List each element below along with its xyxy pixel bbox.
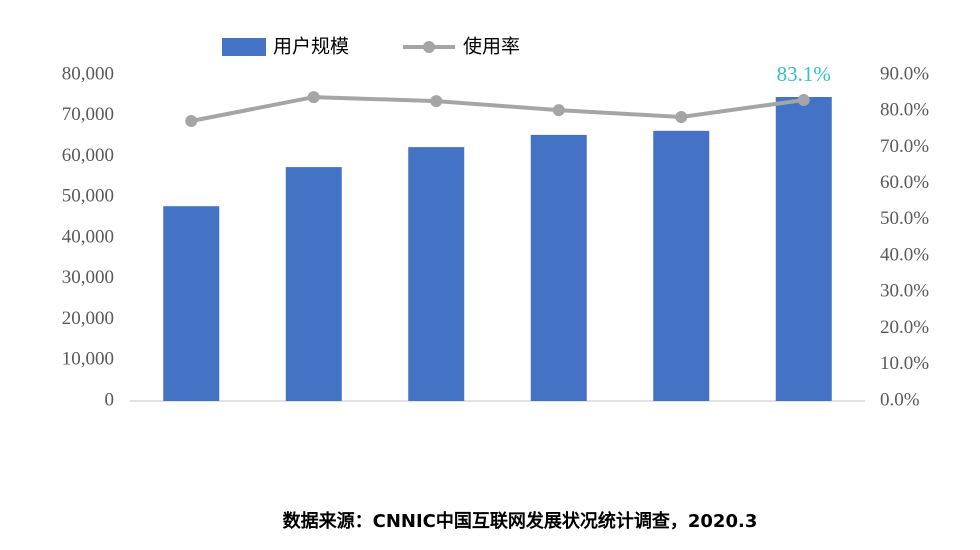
- bar: [163, 206, 220, 401]
- bar: [775, 97, 832, 401]
- y2-tick-label: 90.0%: [880, 63, 929, 84]
- bar: [285, 167, 342, 401]
- legend-label: 用户规模: [273, 36, 349, 58]
- y2-tick-label: 70.0%: [880, 136, 929, 157]
- line-marker: [552, 104, 565, 117]
- bar: [530, 134, 587, 401]
- line-marker: [430, 95, 443, 108]
- y2-tick-label: 20.0%: [880, 317, 929, 338]
- y2-tick-label: 50.0%: [880, 208, 929, 229]
- y-tick-label: 80,000: [62, 63, 114, 84]
- line-marker: [185, 115, 198, 128]
- legend-label: 使用率: [463, 36, 520, 58]
- y2-tick-label: 30.0%: [880, 281, 929, 302]
- y2-tick-label: 40.0%: [880, 244, 929, 265]
- legend-swatch: [423, 41, 435, 53]
- y-tick-label: 60,000: [62, 145, 114, 166]
- line-marker: [307, 91, 320, 104]
- y-tick-label: 70,000: [62, 104, 114, 125]
- y-tick-label: 0: [105, 389, 115, 410]
- line-marker: [797, 93, 810, 106]
- value-label: 83.1%: [777, 62, 831, 86]
- line-marker: [675, 111, 688, 124]
- bar: [408, 147, 465, 401]
- y-tick-label: 30,000: [62, 267, 114, 288]
- bar: [653, 130, 710, 401]
- y2-tick-label: 0.0%: [880, 389, 920, 410]
- y-tick-label: 10,000: [62, 349, 114, 370]
- y2-tick-label: 10.0%: [880, 353, 929, 374]
- y-tick-label: 20,000: [62, 308, 114, 329]
- y-tick-label: 50,000: [62, 186, 114, 207]
- legend-swatch: [222, 38, 266, 56]
- y2-tick-label: 80.0%: [880, 100, 929, 121]
- line: [190, 95, 805, 123]
- source-note: 数据来源：CNNIC中国互联网发展状况统计调查，2020.3: [283, 510, 758, 532]
- y2-tick-label: 60.0%: [880, 172, 929, 193]
- y-tick-label: 40,000: [62, 226, 114, 247]
